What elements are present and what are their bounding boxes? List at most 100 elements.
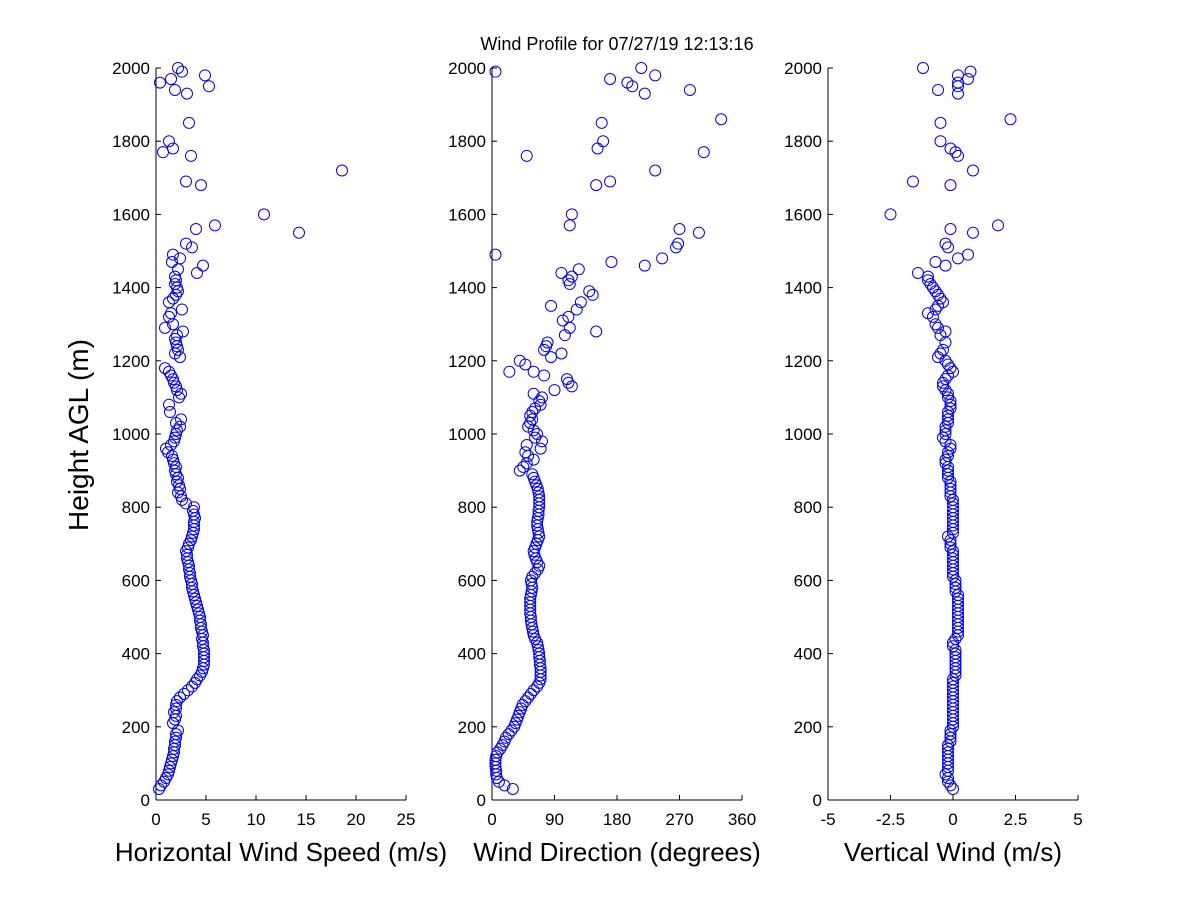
data-point (683, 83, 696, 96)
data-point (190, 223, 202, 236)
data-point (534, 442, 547, 455)
data-point (190, 596, 202, 609)
data-point (197, 629, 209, 642)
y-tick-label: 2000 (448, 59, 486, 78)
data-point (163, 296, 175, 309)
data-point (944, 475, 957, 488)
y-tick-label: 1800 (448, 132, 486, 151)
data-point (548, 384, 561, 397)
data-point (195, 179, 207, 192)
data-point (944, 537, 957, 550)
data-point (565, 208, 578, 221)
panel-2: 0 200 400 600 800 1000 1200 1400 1600 1800 2000 0 90… (448, 59, 761, 867)
data-point (533, 490, 546, 503)
y-axis-label: Height AGL (m) (63, 339, 94, 531)
y-tick-label: 1400 (784, 279, 822, 298)
x-tick-label: 5 (1073, 810, 1082, 829)
data-point (944, 534, 957, 547)
data-point (191, 266, 203, 279)
data-point (939, 457, 952, 470)
data-point (505, 724, 518, 737)
data-point (962, 72, 974, 85)
x-tick-label: 25 (397, 810, 416, 829)
data-point (949, 651, 962, 664)
data-point (174, 691, 186, 704)
data-point (964, 65, 977, 78)
data-point (181, 87, 193, 100)
data-point (884, 208, 897, 221)
data-point (182, 541, 194, 554)
data-point (172, 263, 184, 276)
data-point (168, 457, 180, 470)
x-tick-label: 10 (247, 810, 266, 829)
data-point (934, 292, 947, 305)
y-tick-label: 1400 (112, 279, 150, 298)
data-point (947, 783, 959, 796)
data-point (157, 146, 169, 159)
data-point (336, 164, 348, 177)
data-point (171, 329, 183, 342)
y-tick-label: 400 (794, 645, 822, 664)
y-tick-label: 1000 (784, 425, 822, 444)
data-point (590, 179, 603, 192)
data-point (942, 391, 954, 404)
data-point (526, 468, 539, 481)
data-point (163, 135, 175, 148)
data-point (942, 742, 954, 755)
data-point (189, 592, 201, 605)
data-point (503, 365, 516, 378)
data-point (176, 65, 188, 78)
y-tick-label: 1000 (112, 425, 150, 444)
data-point (952, 149, 964, 162)
data-point (949, 581, 962, 594)
data-point (191, 600, 203, 613)
data-point (944, 728, 957, 741)
data-point (513, 354, 526, 367)
data-point (185, 534, 197, 547)
data-point (649, 164, 662, 177)
data-point (170, 274, 182, 287)
data-point (565, 270, 578, 283)
data-point (939, 424, 952, 437)
data-point (621, 76, 634, 89)
data-point (188, 501, 200, 514)
data-point (185, 149, 197, 162)
data-point (171, 424, 183, 437)
data-point (174, 420, 186, 433)
y-tick-label: 1000 (448, 425, 486, 444)
panel-1: 0 200 400 600 800 1000 1200 1400 1600 1800 2000 0 5 1… (112, 59, 447, 867)
data-point (932, 83, 944, 96)
data-point (532, 486, 545, 499)
x-axis-label: Vertical Wind (m/s) (844, 837, 1062, 867)
data-point (942, 464, 954, 477)
data-point (186, 241, 198, 254)
data-point (649, 69, 662, 82)
data-point (154, 76, 166, 89)
data-point (932, 288, 944, 301)
data-point (167, 248, 179, 261)
data-point (545, 351, 558, 364)
data-point (586, 288, 599, 301)
data-point (939, 259, 952, 272)
data-point (188, 589, 200, 602)
x-tick-label: 90 (545, 810, 564, 829)
data-point (939, 384, 952, 397)
data-point (942, 739, 954, 752)
data-point (942, 406, 954, 419)
data-point (934, 135, 947, 148)
data-point (672, 237, 685, 250)
data-point (155, 779, 167, 792)
y-tick-label: 400 (122, 645, 150, 664)
data-point (907, 175, 919, 188)
data-point (942, 413, 954, 426)
y-tick-label: 1400 (448, 279, 486, 298)
data-point (172, 285, 184, 298)
data-point (942, 358, 954, 371)
y-tick-label: 1600 (112, 205, 150, 224)
data-point (516, 698, 529, 711)
data-point (209, 219, 221, 232)
data-point (673, 223, 686, 236)
data-point (193, 607, 205, 620)
data-point (952, 589, 964, 602)
